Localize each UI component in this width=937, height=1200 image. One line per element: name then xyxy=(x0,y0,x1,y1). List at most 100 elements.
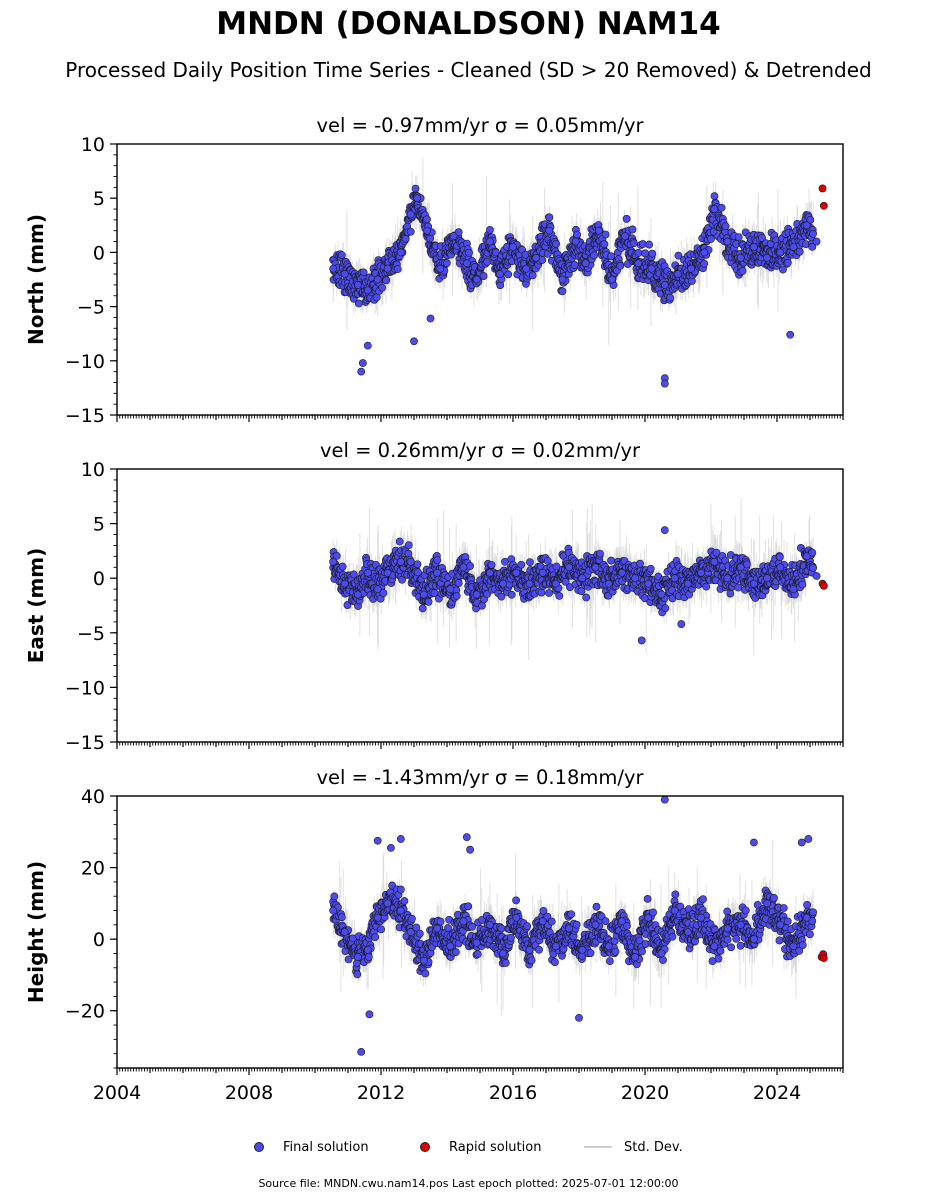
final-solution-point xyxy=(657,590,666,599)
final-solution-point xyxy=(578,574,587,583)
final-solution-point xyxy=(357,367,366,376)
final-solution-point xyxy=(808,243,817,251)
y-tick-label: 10 xyxy=(81,459,105,481)
rapid-solution-point xyxy=(818,184,827,193)
final-solution-point xyxy=(618,568,626,577)
final-solution-point xyxy=(528,271,537,280)
final-solution-point xyxy=(776,248,785,257)
final-solution-point xyxy=(783,258,792,267)
final-solution-point xyxy=(802,221,811,230)
final-solution-point xyxy=(710,557,719,566)
final-solution-point xyxy=(418,604,427,613)
final-solution-point xyxy=(393,265,402,274)
final-solution-point xyxy=(808,548,817,557)
final-solution-point xyxy=(596,549,604,558)
final-solution-point xyxy=(379,589,388,597)
final-solution-point xyxy=(558,275,567,284)
final-solution-point xyxy=(446,585,455,594)
final-solution-point xyxy=(532,253,540,262)
final-solution-point xyxy=(648,249,657,258)
final-solution-point xyxy=(509,243,517,251)
rapid-solution-point xyxy=(819,581,828,590)
final-solution-point xyxy=(552,240,560,248)
final-solution-point xyxy=(499,579,507,588)
final-solution-point xyxy=(631,574,639,583)
plot-area-east xyxy=(329,498,828,661)
final-solution-point xyxy=(628,225,637,234)
final-solution-point xyxy=(340,579,349,588)
final-solution-point xyxy=(465,248,473,257)
final-solution-point xyxy=(743,560,751,569)
final-solution-point xyxy=(646,564,655,573)
final-solution-point xyxy=(525,579,534,588)
final-solution-point xyxy=(545,226,554,235)
final-solution-point xyxy=(637,636,646,645)
final-solution-point xyxy=(329,264,338,273)
final-solution-point xyxy=(552,562,561,571)
final-solution-point xyxy=(660,526,669,535)
final-solution-point xyxy=(622,214,631,223)
final-solution-point xyxy=(485,237,494,246)
final-solution-point xyxy=(674,270,682,278)
final-solution-point xyxy=(661,604,670,613)
final-solution-point xyxy=(644,579,653,588)
y-axis-label-north: North (mm) xyxy=(24,214,48,345)
final-solution-point xyxy=(487,560,496,569)
final-solution-point xyxy=(573,230,581,239)
final-solution-point xyxy=(526,558,534,567)
final-solution-point xyxy=(736,253,745,262)
y-tick-label: 0 xyxy=(93,242,105,264)
final-solution-point xyxy=(449,232,458,241)
final-solution-points-east xyxy=(329,526,821,645)
final-solution-point xyxy=(616,262,625,270)
final-solution-point xyxy=(558,287,567,296)
final-solution-point xyxy=(545,589,553,597)
final-solution-point xyxy=(363,286,372,295)
final-solution-point xyxy=(750,243,758,251)
y-tick-label: −5 xyxy=(77,297,105,319)
final-solution-point xyxy=(472,275,481,284)
final-solution-point xyxy=(363,341,372,350)
final-solution-point xyxy=(340,270,349,278)
final-solution-point xyxy=(712,548,721,557)
final-solution-point xyxy=(436,264,445,273)
final-solution-point xyxy=(517,560,526,569)
final-solution-point xyxy=(621,232,630,241)
final-solution-point xyxy=(411,184,420,193)
final-solution-point xyxy=(670,574,679,583)
final-solution-point xyxy=(522,264,531,273)
final-solution-point xyxy=(577,587,586,596)
final-solution-point xyxy=(507,590,516,599)
final-solution-point xyxy=(684,579,692,588)
final-solution-point xyxy=(424,597,433,606)
final-solution-point xyxy=(806,215,815,224)
final-solution-point xyxy=(406,557,415,566)
y-tick-label: −5 xyxy=(77,623,105,645)
final-solution-point xyxy=(786,330,795,339)
final-solution-point xyxy=(338,562,347,571)
final-solution-point xyxy=(636,559,644,568)
final-solution-point xyxy=(600,240,609,248)
final-solution-point xyxy=(358,359,367,367)
final-solution-point xyxy=(687,264,696,273)
panel-title-east: vel = 0.26mm/yr σ = 0.02mm/yr xyxy=(320,439,641,462)
final-solution-point xyxy=(406,227,415,236)
final-solution-point xyxy=(433,568,441,577)
final-solution-point xyxy=(353,590,362,599)
final-solution-point xyxy=(382,276,391,285)
final-solution-point xyxy=(472,590,481,599)
y-tick-label: −15 xyxy=(65,732,105,754)
final-solution-point xyxy=(395,537,404,546)
final-solution-point xyxy=(809,229,818,238)
final-solution-point xyxy=(413,568,422,577)
final-solution-point xyxy=(736,563,745,572)
final-solution-point xyxy=(710,192,719,201)
final-solution-point xyxy=(789,243,798,251)
final-solution-point xyxy=(454,579,463,587)
final-solution-point xyxy=(582,593,591,602)
final-solution-point xyxy=(604,579,613,588)
final-solution-point xyxy=(721,222,730,231)
final-solution-point xyxy=(419,590,428,599)
final-solution-point xyxy=(726,589,735,598)
